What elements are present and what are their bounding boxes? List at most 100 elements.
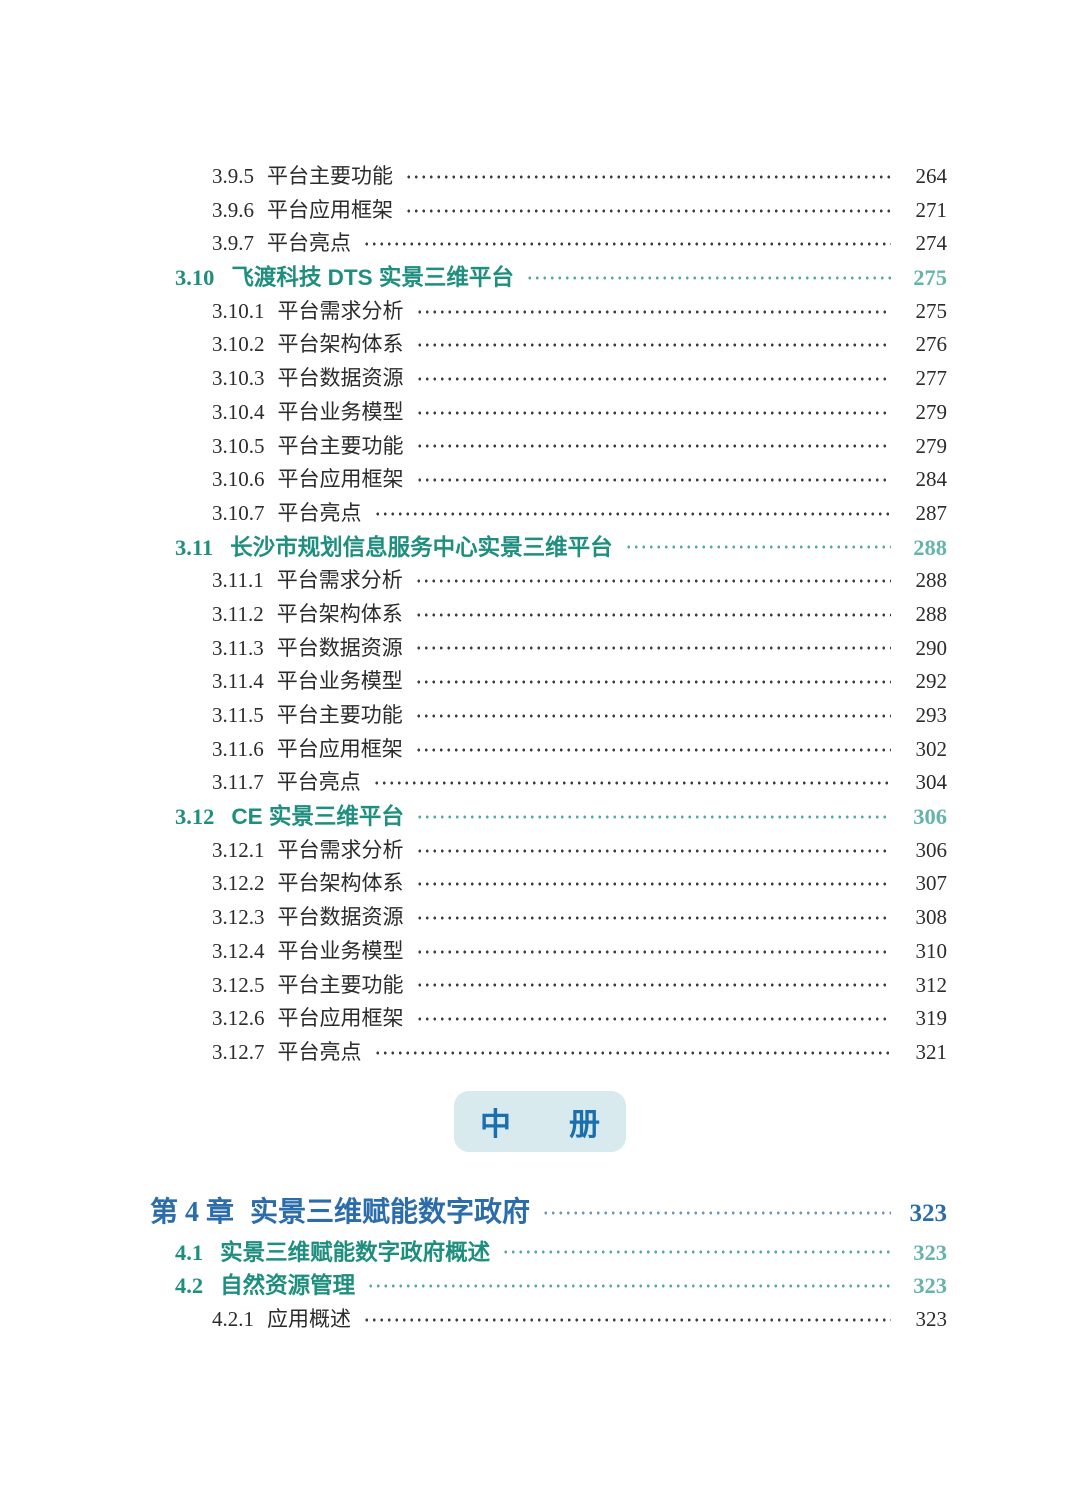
toc-entry-number: 3.9.7 xyxy=(212,231,254,256)
toc-entry: 3.12.4 平台业务模型 310 xyxy=(0,935,947,969)
dot-leader xyxy=(405,206,891,215)
dot-leader xyxy=(415,880,891,889)
toc-entry-title: 平台架构体系 xyxy=(277,871,404,896)
toc-entry: 3.12.7 平台亮点 321 xyxy=(0,1036,947,1070)
toc-entry-title: 平台业务模型 xyxy=(276,669,403,694)
toc-entry-page-number: 288 xyxy=(915,601,948,626)
toc-entry: 3.12.1 平台需求分析 306 xyxy=(0,834,947,868)
toc-entry-title: 平台应用框架 xyxy=(267,197,393,222)
toc-entry: 3.10.1 平台需求分析 275 xyxy=(0,295,947,329)
toc-entry: 3.12.3 平台数据资源 308 xyxy=(0,901,947,935)
toc-entry-title: 平台应用框架 xyxy=(277,467,404,492)
dot-leader xyxy=(415,846,891,855)
toc-entry-number: 3.10.1 xyxy=(212,298,265,323)
toc-entry-page-number: 323 xyxy=(915,1306,948,1331)
toc-entry: 3.11.7 平台亮点 304 xyxy=(0,766,947,800)
dot-leader xyxy=(624,543,891,552)
toc-entry-page-number: 271 xyxy=(915,197,948,222)
toc-entry-page-number: 279 xyxy=(915,399,948,424)
toc-entry-number: 3.12.6 xyxy=(212,1006,265,1031)
toc-entry: 3.10.2 平台架构体系 276 xyxy=(0,328,947,362)
toc-entry-title: 平台业务模型 xyxy=(277,938,404,963)
dot-leader xyxy=(415,408,891,417)
dot-leader xyxy=(363,240,891,249)
toc-entry-number: 3.10.7 xyxy=(212,500,265,525)
dot-leader xyxy=(414,577,891,586)
toc-entry-title: 平台业务模型 xyxy=(277,399,404,424)
toc-entry-title: 自然资源管理 xyxy=(220,1273,356,1299)
toc-entry-number: 3.11.1 xyxy=(212,568,264,593)
toc-entry-number: 4.2.1 xyxy=(212,1306,254,1331)
dot-leader xyxy=(415,374,891,383)
toc-entry: 3.10.5 平台主要功能 279 xyxy=(0,430,947,464)
toc-entry-page-number: 323 xyxy=(913,1273,947,1299)
toc-entry-page-number: 275 xyxy=(913,265,947,291)
toc-entry-page-number: 321 xyxy=(915,1039,948,1064)
toc-entry-title: 平台需求分析 xyxy=(277,837,404,862)
dot-leader xyxy=(405,172,891,181)
toc-entry-title: 实景三维赋能数字政府 xyxy=(250,1196,531,1228)
toc-entry-number: 3.10.6 xyxy=(212,467,265,492)
toc-entry-number: 3.10.3 xyxy=(212,366,265,391)
toc-entry-page-number: 264 xyxy=(915,164,948,188)
toc-entry-page-number: 308 xyxy=(915,905,948,930)
toc-entry: 3.11.2 平台架构体系 288 xyxy=(0,598,947,632)
toc-entry-number: 3.12 xyxy=(175,804,215,830)
toc-entry-page-number: 287 xyxy=(915,500,948,525)
toc-entry: 3.11.4 平台业务模型 292 xyxy=(0,665,947,699)
dot-leader xyxy=(373,509,891,518)
toc-entry-number: 4.1 xyxy=(175,1239,204,1265)
dot-leader xyxy=(415,947,891,956)
toc-entry: 3.9.6 平台应用框架 271 xyxy=(0,194,947,228)
toc-entry-page-number: 323 xyxy=(909,1199,948,1227)
toc-entry-number: 3.12.5 xyxy=(212,972,265,997)
toc-entry-page-number: 274 xyxy=(915,231,948,256)
toc-entry-page-number: 284 xyxy=(915,467,948,492)
toc-entry-page-number: 319 xyxy=(915,1006,948,1031)
dot-leader xyxy=(415,341,891,350)
volume-divider: 中 册 xyxy=(0,1090,1080,1152)
toc-entry: 3.10.7 平台亮点 287 xyxy=(0,497,947,531)
toc-entry-number: 3.10.2 xyxy=(212,332,265,357)
dot-leader xyxy=(414,644,891,653)
toc-entry-page-number: 323 xyxy=(913,1239,947,1265)
toc-entry-number: 第 4 章 xyxy=(150,1196,235,1228)
toc-entry-title: 实景三维赋能数字政府概述 xyxy=(220,1239,491,1265)
toc-entry-number: 3.11.7 xyxy=(212,770,264,795)
toc-entry: 第 4 章 实景三维赋能数字政府 323 xyxy=(0,1190,947,1236)
toc-entry: 4.2.1 应用概述 323 xyxy=(0,1303,947,1337)
toc-entry: 3.10.3 平台数据资源 277 xyxy=(0,362,947,396)
toc-entry: 3.9.5 平台主要功能 264 xyxy=(0,160,947,194)
toc-entry-title: 平台架构体系 xyxy=(277,332,404,357)
toc-entry-number: 3.11.4 xyxy=(212,669,264,694)
toc-entry-number: 3.12.1 xyxy=(212,837,265,862)
dot-leader xyxy=(415,1015,891,1024)
toc-entry-number: 3.11.6 xyxy=(212,736,264,761)
toc-entry-page-number: 310 xyxy=(915,938,948,963)
toc-entry-number: 3.11.3 xyxy=(212,635,264,660)
dot-leader xyxy=(414,610,891,619)
toc-entry-title: 飞渡科技 DTS 实景三维平台 xyxy=(231,265,514,291)
toc-entry-title: 应用概述 xyxy=(267,1306,351,1331)
toc-entry: 4.2 自然资源管理 323 xyxy=(0,1269,947,1303)
toc-entry-page-number: 288 xyxy=(913,534,947,560)
toc-entry-page-number: 302 xyxy=(915,736,948,761)
toc-entry-number: 3.10.4 xyxy=(212,399,265,424)
dot-leader xyxy=(415,442,891,451)
toc-entry-title: 平台主要功能 xyxy=(277,972,404,997)
toc-entry: 3.11.5 平台主要功能 293 xyxy=(0,699,947,733)
dot-leader xyxy=(542,1208,891,1218)
toc-entry-page-number: 279 xyxy=(915,433,948,458)
toc-entry-title: 平台亮点 xyxy=(277,500,362,525)
dot-leader xyxy=(415,913,891,922)
dot-leader xyxy=(525,273,891,282)
toc-entry-title: 平台架构体系 xyxy=(276,601,403,626)
toc-entry: 3.10 飞渡科技 DTS 实景三维平台 275 xyxy=(0,261,947,295)
toc-entry-number: 4.2 xyxy=(175,1273,204,1299)
toc-entry-number: 3.9.6 xyxy=(212,197,254,222)
toc-entry-number: 3.11.5 xyxy=(212,703,264,727)
dot-leader xyxy=(414,678,891,687)
dot-leader xyxy=(367,1282,891,1291)
dot-leader xyxy=(414,745,891,754)
toc-entry-page-number: 306 xyxy=(913,804,947,830)
